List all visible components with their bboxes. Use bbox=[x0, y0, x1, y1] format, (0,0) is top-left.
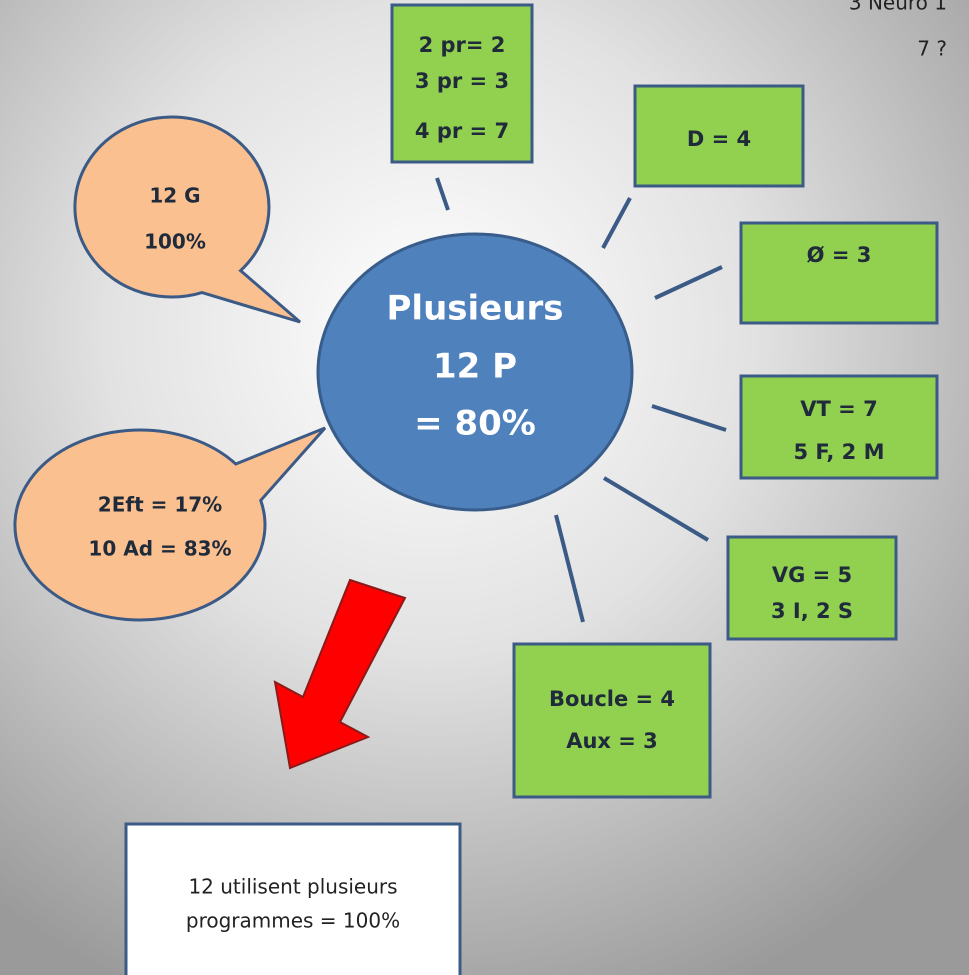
box-label: 3 I, 2 S bbox=[771, 599, 853, 623]
speech-bubble bbox=[13, 426, 327, 622]
box-label: VT = 7 bbox=[800, 397, 877, 421]
box-label: Aux = 3 bbox=[566, 729, 658, 753]
box-label: 2 pr= 2 bbox=[419, 33, 506, 57]
box-label: Ø = 3 bbox=[807, 243, 872, 267]
box-label: VG = 5 bbox=[772, 563, 852, 587]
bubble-label: 12 G bbox=[149, 184, 200, 208]
connectors bbox=[435, 177, 727, 623]
box bbox=[512, 642, 712, 799]
corner-note: 7 ? bbox=[917, 37, 947, 61]
box bbox=[739, 374, 939, 480]
box-label: 3 pr = 3 bbox=[415, 69, 509, 93]
box-label: 5 F, 2 M bbox=[793, 440, 884, 464]
box bbox=[726, 535, 898, 641]
box bbox=[633, 84, 805, 188]
speech-bubble bbox=[73, 115, 301, 324]
center-label: Plusieurs bbox=[387, 289, 564, 329]
bubble-label: 100% bbox=[144, 230, 206, 254]
connector bbox=[654, 265, 723, 300]
box bbox=[390, 3, 534, 164]
connector bbox=[651, 404, 727, 432]
box-label: 4 pr = 7 bbox=[415, 119, 509, 143]
box-label: Boucle = 4 bbox=[549, 687, 675, 711]
bubble-label: 10 Ad = 83% bbox=[88, 537, 231, 561]
center-node bbox=[316, 232, 634, 512]
bubble-label: 2Eft = 17% bbox=[98, 493, 222, 517]
box-label: D = 4 bbox=[687, 127, 751, 151]
connector bbox=[601, 197, 632, 249]
center-label: = 80% bbox=[414, 404, 536, 444]
arrow bbox=[273, 578, 407, 770]
summary-box bbox=[124, 822, 462, 975]
corner-note: 3 Neuro 1 bbox=[849, 0, 947, 15]
summary-label: programmes = 100% bbox=[186, 909, 400, 933]
connector bbox=[435, 177, 450, 211]
connector bbox=[602, 476, 710, 542]
summary-label: 12 utilisent plusieurs bbox=[188, 875, 397, 899]
connector bbox=[554, 514, 585, 623]
center-label: 12 P bbox=[433, 347, 517, 387]
box bbox=[739, 221, 939, 325]
